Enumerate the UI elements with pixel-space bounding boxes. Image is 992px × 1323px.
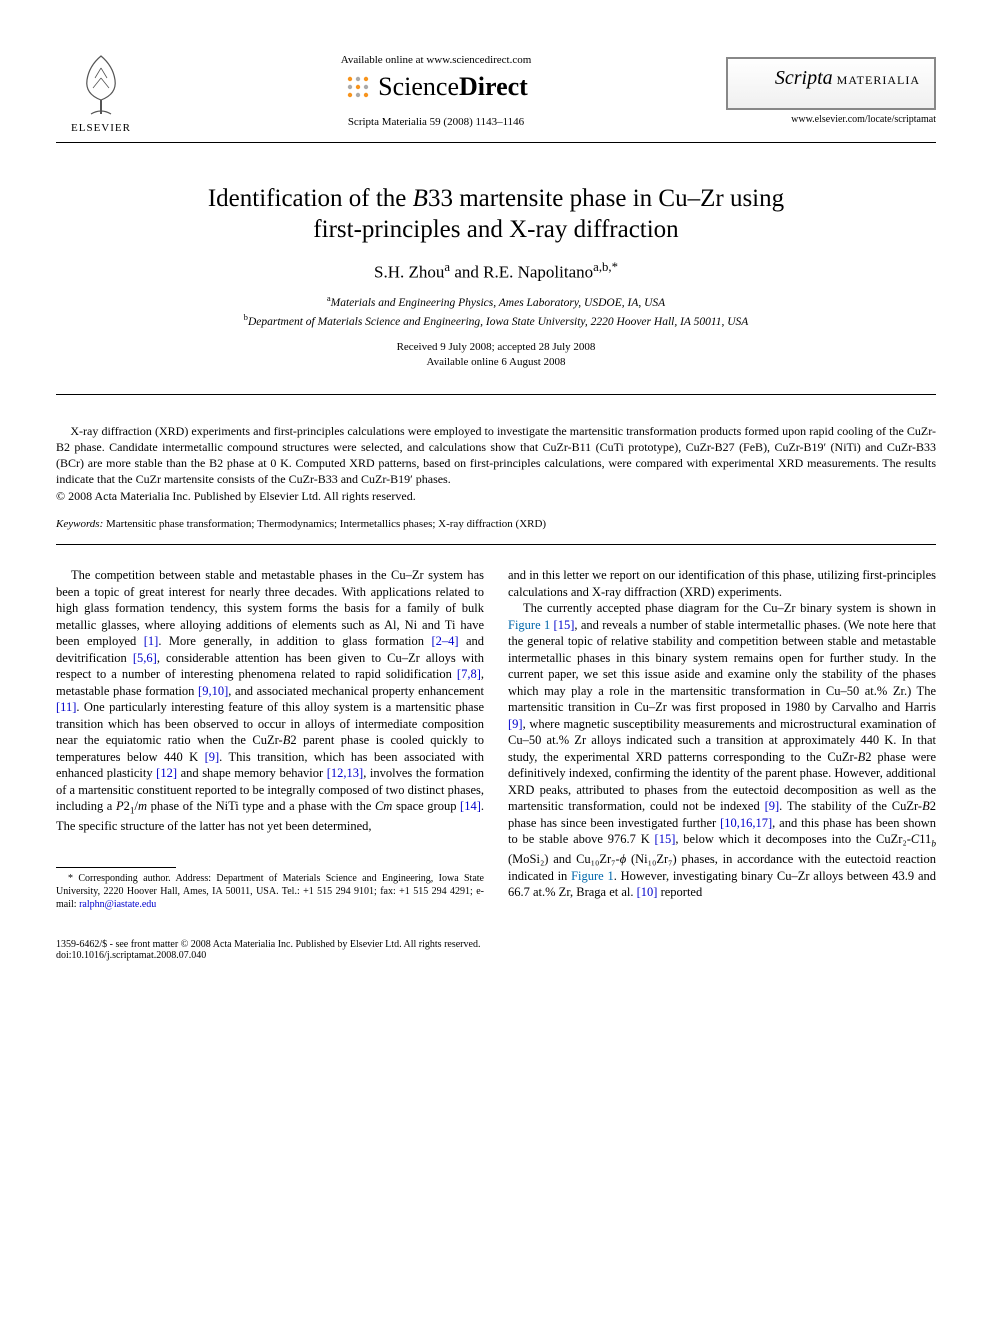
publication-dates: Received 9 July 2008; accepted 28 July 2… [56, 340, 936, 370]
footer-front-matter: 1359-6462/$ - see front matter © 2008 Ac… [56, 939, 936, 950]
keywords-values: Martensitic phase transformation; Thermo… [103, 518, 546, 530]
affiliations: aMaterials and Engineering Physics, Ames… [56, 292, 936, 330]
ref-link[interactable]: [9] [508, 717, 523, 731]
title-line-2: first-principles and X-ray diffraction [313, 216, 678, 243]
header-row: ELSEVIER Available online at www.science… [56, 48, 936, 134]
affiliation-b: Department of Materials Science and Engi… [248, 316, 748, 328]
available-online-text: Available online at www.sciencedirect.co… [146, 54, 726, 66]
ref-link[interactable]: [15] [655, 832, 676, 846]
ref-link[interactable]: [7,8] [457, 667, 481, 681]
ref-link[interactable]: [5,6] [133, 651, 157, 665]
footer-doi: doi:10.1016/j.scriptamat.2008.07.040 [56, 950, 936, 961]
abstract: X-ray diffraction (XRD) experiments and … [56, 423, 936, 488]
body-column-left: The competition between stable and metas… [56, 567, 484, 910]
body-paragraph: The competition between stable and metas… [56, 567, 484, 834]
journal-title-italic: Scripta [775, 67, 833, 89]
journal-logo-box: Scripta MATERIALIA [726, 57, 936, 110]
sciencedirect-dots-icon [344, 73, 372, 101]
ref-link[interactable]: [2–4] [431, 634, 458, 648]
affiliation-a: Materials and Engineering Physics, Ames … [331, 297, 666, 309]
journal-title-caps: MATERIALIA [833, 73, 920, 87]
figure-link[interactable]: Figure 1 [508, 618, 550, 632]
ref-link[interactable]: [12] [156, 766, 177, 780]
ref-link[interactable]: [12,13] [327, 766, 363, 780]
publisher-name: ELSEVIER [71, 122, 131, 134]
copyright-line: © 2008 Acta Materialia Inc. Published by… [56, 489, 936, 504]
body-paragraph: The currently accepted phase diagram for… [508, 600, 936, 900]
keywords-label: Keywords: [56, 518, 103, 530]
citation-line: Scripta Materialia 59 (2008) 1143–1146 [146, 116, 726, 128]
ref-link[interactable]: [9,10] [198, 684, 228, 698]
publisher-logo-block: ELSEVIER [56, 48, 146, 134]
journal-block: Scripta MATERIALIA www.elsevier.com/loca… [726, 57, 936, 125]
ref-link[interactable]: [10] [637, 885, 658, 899]
ref-link[interactable]: [1] [144, 634, 159, 648]
sciencedirect-logo: ScienceDirect [146, 72, 726, 102]
authors: S.H. Zhoua and R.E. Napolitanoa,b,* [56, 260, 936, 283]
body-columns: The competition between stable and metas… [56, 567, 936, 910]
dates-available: Available online 6 August 2008 [426, 356, 565, 368]
divider [56, 394, 936, 395]
email-link[interactable]: ralphn@iastate.edu [79, 899, 156, 910]
ref-link[interactable]: [14] [460, 799, 481, 813]
journal-url[interactable]: www.elsevier.com/locate/scriptamat [726, 114, 936, 125]
ref-link[interactable]: [11] [56, 700, 76, 714]
elsevier-tree-icon [69, 48, 133, 120]
keywords-line: Keywords: Martensitic phase transformati… [56, 518, 936, 530]
divider [56, 544, 936, 545]
ref-link[interactable]: [10,16,17] [720, 816, 772, 830]
divider [56, 142, 936, 143]
footnote-separator [56, 867, 176, 868]
ref-link[interactable]: [15] [554, 618, 575, 632]
article-title: Identification of the B33 martensite pha… [56, 183, 936, 246]
ref-link[interactable]: [9] [205, 750, 220, 764]
title-line-1: Identification of the B33 martensite pha… [208, 185, 784, 212]
dates-received: Received 9 July 2008; accepted 28 July 2… [397, 341, 596, 353]
corresponding-author-footnote: * Corresponding author. Address: Departm… [56, 872, 484, 911]
body-paragraph-continued: and in this letter we report on our iden… [508, 567, 936, 600]
sciencedirect-text: ScienceDirect [378, 72, 528, 102]
ref-link[interactable]: [9] [765, 799, 780, 813]
figure-link[interactable]: Figure 1 [571, 869, 614, 883]
header-center: Available online at www.sciencedirect.co… [146, 54, 726, 128]
body-column-right: and in this letter we report on our iden… [508, 567, 936, 910]
